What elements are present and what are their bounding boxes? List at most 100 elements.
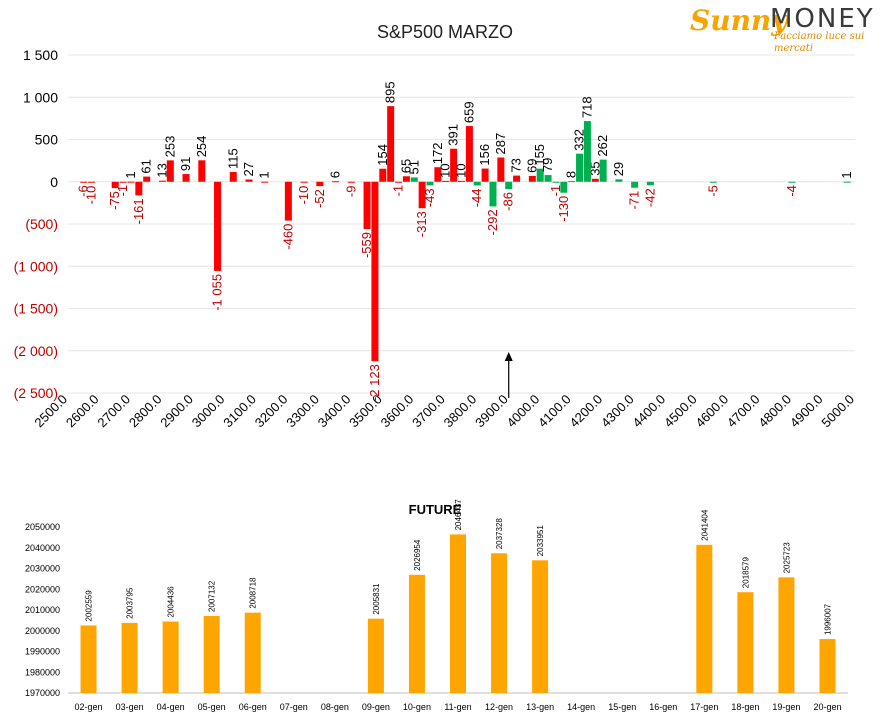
chart1-ytick-label: (1 500): [14, 301, 58, 317]
chart2-xtick-label: 17-gen: [690, 702, 718, 712]
chart2-data-label: 2008718: [249, 577, 258, 609]
chart1-bar: [135, 181, 143, 196]
chart2-ytick-label: 2030000: [25, 564, 60, 574]
chart1-data-label: 659: [461, 101, 476, 123]
chart2-bar: [80, 625, 97, 693]
chart1-data-label: -52: [312, 189, 327, 208]
chart1-xtick-label: 4100.0: [535, 392, 574, 431]
chart2-data-label: 2026954: [413, 539, 422, 571]
chart2-xtick-label: 15-gen: [608, 702, 636, 712]
chart1-xtick-label: 4500.0: [661, 392, 700, 431]
chart2-ytick-label: 2040000: [25, 543, 60, 553]
chart2-xtick-label: 07-gen: [280, 702, 308, 712]
chart1-xtick-label: 3800.0: [441, 392, 480, 431]
chart1-bar: [442, 180, 450, 182]
chart1-xtick-label: 4000.0: [504, 392, 543, 431]
chart1-data-label: 254: [194, 136, 209, 158]
chart1-data-label: -5: [705, 185, 720, 197]
chart1-bar: [245, 179, 253, 182]
chart1-data-label: 10: [454, 163, 469, 177]
chart1-data-label: 115: [225, 148, 240, 169]
chart1-data-label: -1: [548, 185, 563, 197]
chart1-data-label: 6: [328, 171, 343, 178]
chart1-bar: [119, 181, 127, 183]
chart1-bar: [158, 180, 166, 182]
chart1-data-label: 262: [595, 135, 610, 157]
chart1-bar: [88, 181, 96, 183]
chart1-bar: [599, 159, 607, 182]
brand-logo: Sunny MONEY Facciamo luce sui mercati: [690, 2, 890, 54]
chart1-data-label: -42: [642, 188, 657, 207]
chart2-xtick-label: 12-gen: [485, 702, 513, 712]
chart1-data-label: 156: [477, 144, 492, 166]
chart1-bar: [497, 157, 505, 182]
chart1-data-label: 895: [383, 81, 398, 103]
chart1-bar: [418, 181, 426, 209]
chart1-data-label: -559: [359, 232, 374, 258]
chart1-data-label: 1: [123, 171, 138, 178]
chart1-bar: [473, 181, 481, 186]
chart1-data-label: 79: [540, 158, 555, 172]
chart1-xtick-label: 3900.0: [472, 392, 511, 431]
chart2-xtick-label: 04-gen: [157, 702, 185, 712]
chart2-bar: [450, 534, 466, 693]
chart1-data-label: -1: [391, 185, 406, 197]
chart1-xtick-label: 3700.0: [409, 392, 448, 431]
chart1-data-label: -460: [280, 224, 295, 250]
chart1-bar: [615, 179, 623, 182]
chart1-bar: [261, 181, 269, 183]
chart1-bar: [465, 126, 473, 182]
chart2-bar: [367, 618, 384, 693]
chart2-xtick-label: 11-gen: [444, 702, 471, 712]
chart1-bar: [843, 181, 851, 183]
chart1-data-label: 51: [406, 160, 421, 174]
chart1-data-label: 253: [162, 136, 177, 158]
chart1-ytick-label: 1 500: [23, 47, 58, 63]
chart1-bar: [143, 176, 151, 182]
chart2-ytick-label: 1980000: [25, 667, 60, 677]
chart1-xtick-label: 5000.0: [818, 392, 857, 431]
chart1-bar: [560, 181, 568, 193]
chart2-bar: [121, 622, 138, 693]
chart2-data-label: 2003795: [126, 587, 135, 619]
chart1-data-label: -2 123: [367, 364, 382, 401]
chart1-bar: [371, 181, 379, 362]
chart1-data-label: -44: [469, 188, 484, 207]
chart1-bar: [229, 172, 237, 182]
chart1-data-label: -10: [296, 186, 311, 205]
chart1-xtick-label: 2600.0: [63, 392, 102, 431]
chart1-data-label: -75: [107, 191, 122, 210]
chart1-data-label: 29: [611, 162, 626, 176]
chart1-bar: [434, 167, 442, 182]
logo-money-text: MONEY: [770, 4, 875, 34]
chart1-xtick-label: 4800.0: [755, 392, 794, 431]
logo-sunny-text: Sunny: [690, 4, 788, 37]
chart1-annotation-arrow-head: [504, 352, 513, 361]
chart1-xtick-label: 4700.0: [724, 392, 763, 431]
chart1-bar: [544, 175, 552, 182]
chart1-bar: [300, 181, 308, 183]
chart1-bar: [646, 181, 654, 186]
chart1-xtick-label: 3100.0: [220, 392, 259, 431]
chart1-bar: [347, 181, 355, 183]
chart1-data-label: 8: [564, 171, 579, 178]
chart1-data-label: 718: [579, 96, 594, 118]
chart1-data-label: -71: [627, 191, 642, 210]
chart1-bar: [387, 106, 395, 182]
chart1-xtick-label: 3200.0: [252, 392, 291, 431]
chart1-ytick-label: (2 000): [14, 343, 58, 359]
chart2-data-label: 2007132: [208, 580, 217, 612]
chart1-data-label: -4: [784, 185, 799, 197]
chart1-ytick-label: 1 000: [23, 89, 58, 105]
chart2-ytick-label: 1970000: [25, 688, 60, 698]
chart2-ytick-label: 2000000: [25, 626, 60, 636]
chart1-data-label: 332: [572, 129, 587, 151]
chart1-bar: [552, 181, 560, 183]
chart1-bar: [709, 181, 717, 183]
chart2-data-label: 2018579: [741, 557, 750, 589]
chart2-ytick-label: 2020000: [25, 584, 60, 594]
chart1-ytick-label: (1 000): [14, 258, 58, 274]
chart1-bar: [214, 181, 222, 271]
chart2-xtick-label: 08-gen: [321, 702, 349, 712]
